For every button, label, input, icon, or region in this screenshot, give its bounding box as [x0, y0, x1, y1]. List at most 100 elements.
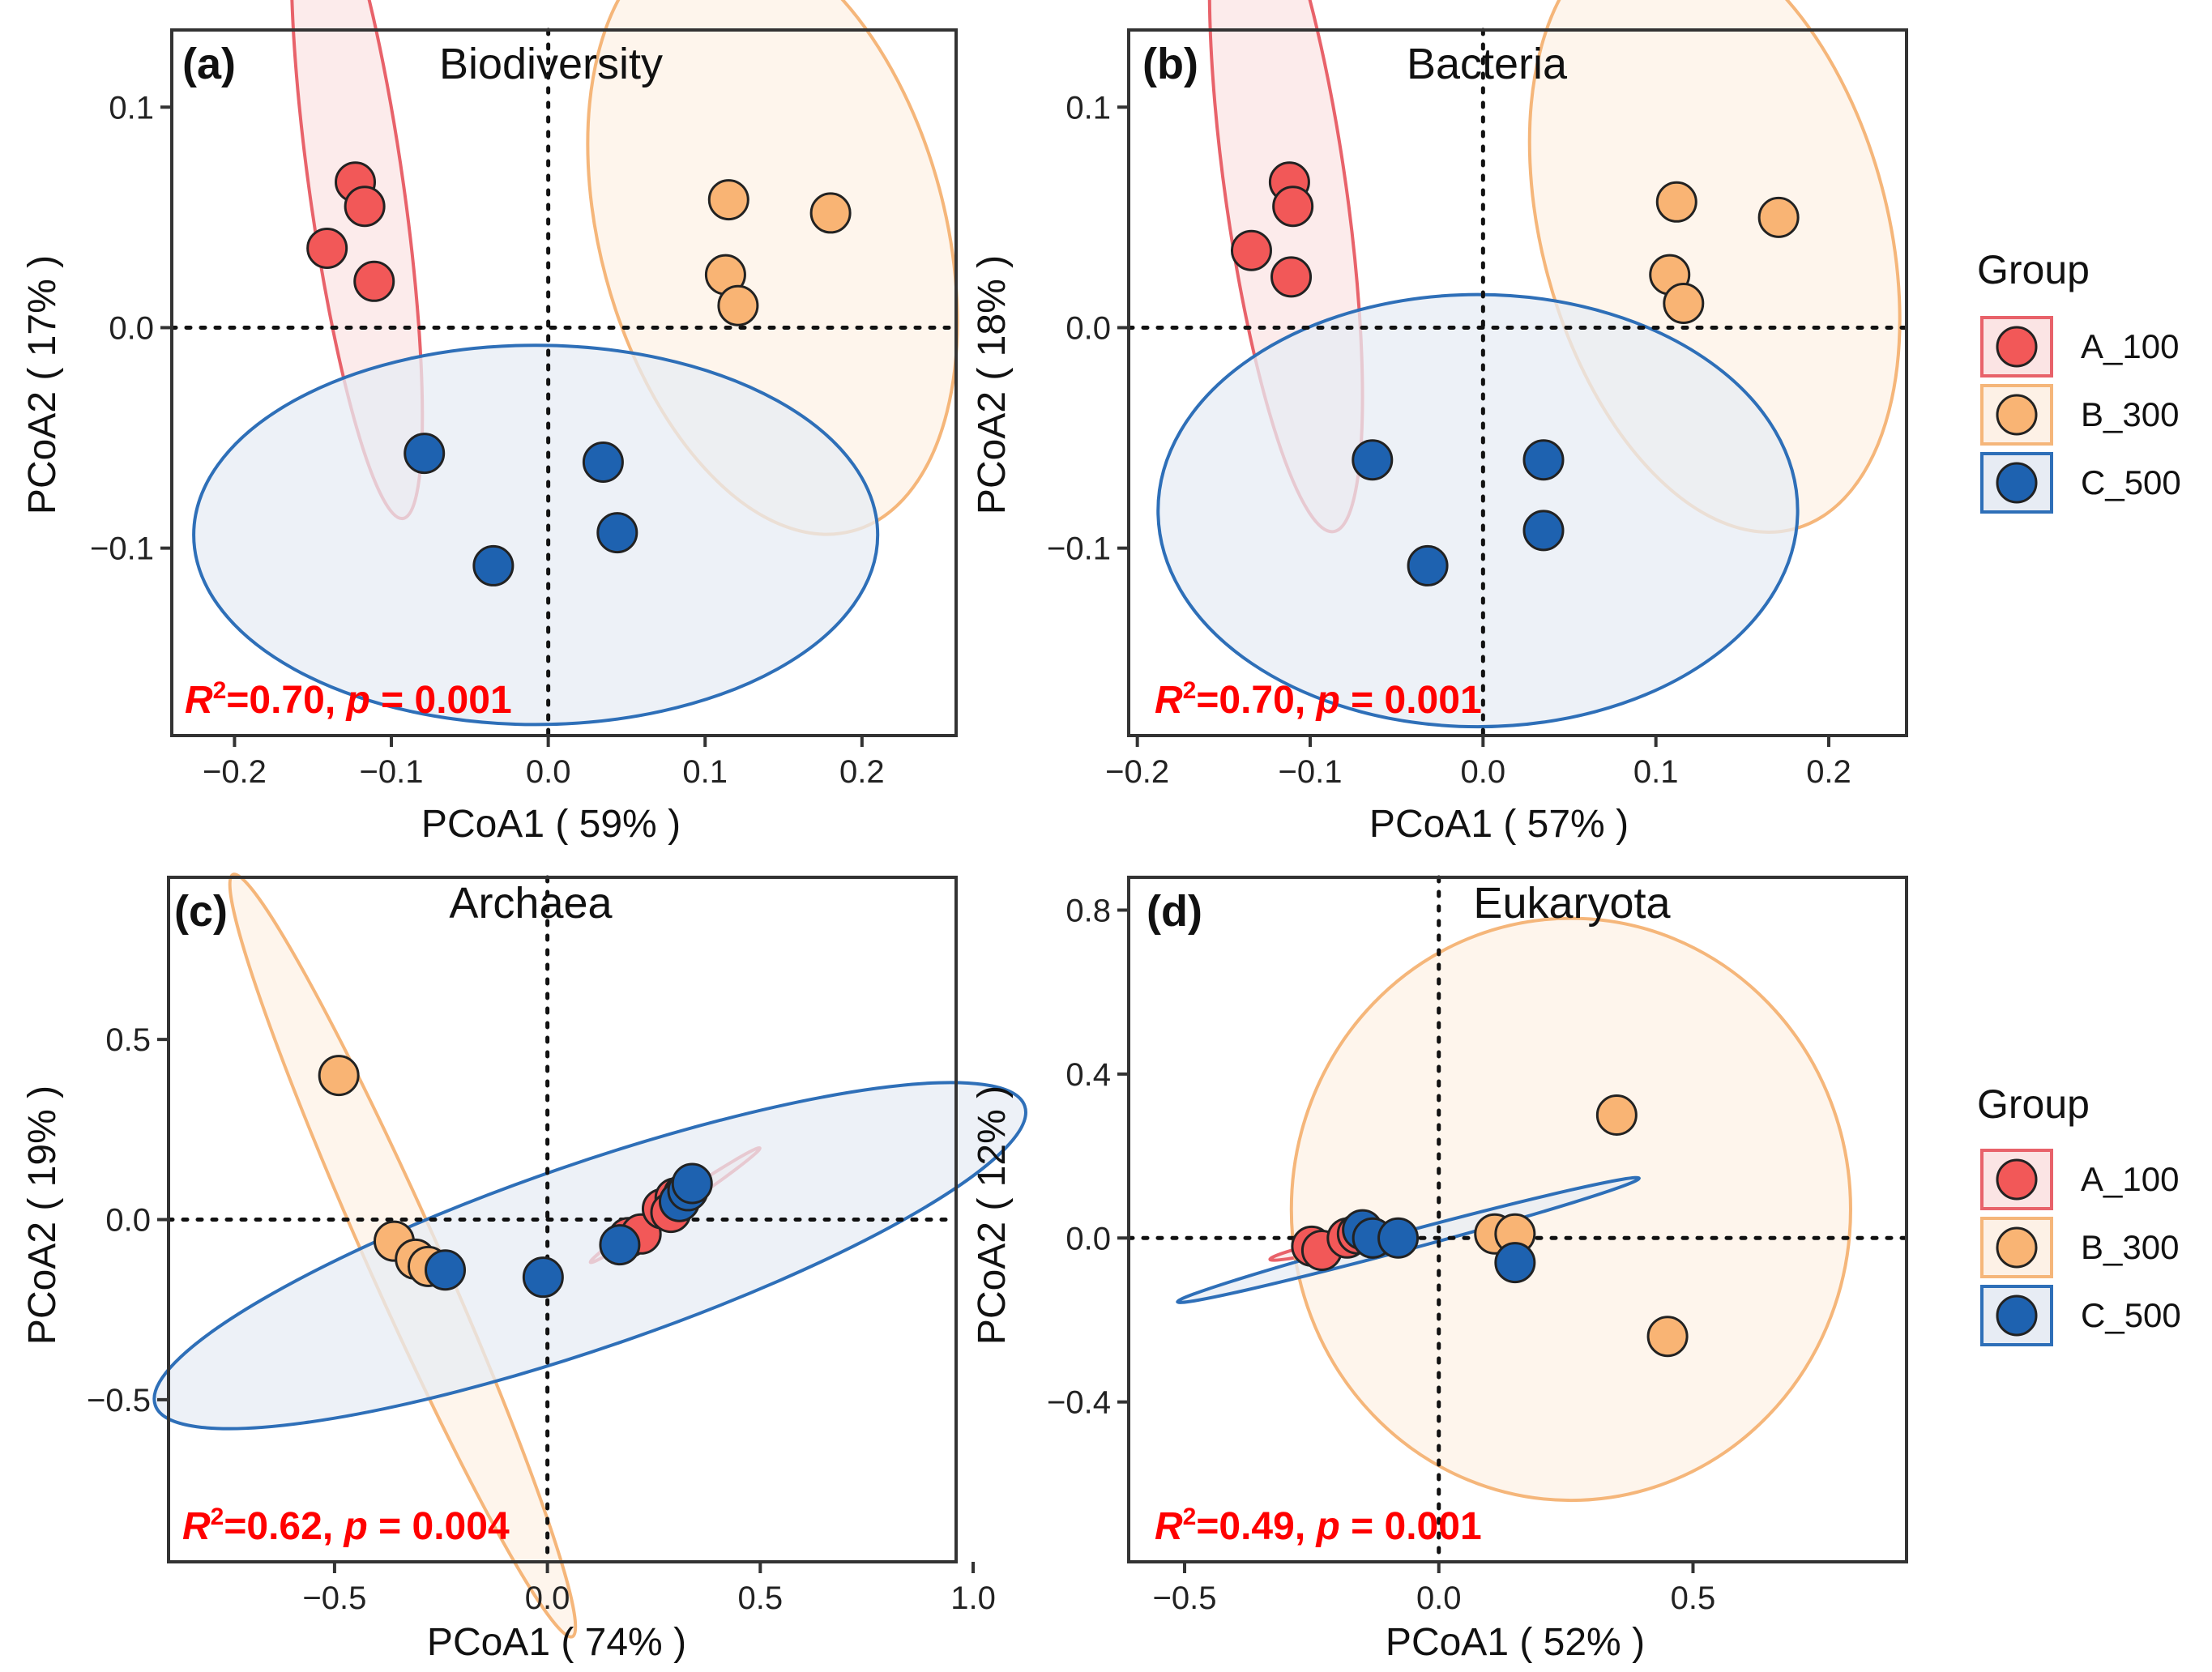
data-point-c-500: [1407, 544, 1449, 586]
plot-area: −0.2 −0.1 0.0 0.1 0.2 −0.1 0.0 0.1: [90, 0, 959, 790]
x-axis-title: PCoA1 ( 57% ): [1369, 803, 1629, 846]
x-tick-label: 0.5: [738, 1580, 784, 1616]
x-tick-label: 0.2: [839, 754, 885, 790]
legend-bottom: Group A_100 B_300 C_500: [1977, 1081, 2181, 1346]
legend-top: Group A_100 B_300 C_500: [1977, 247, 2181, 514]
y-axis-title: PCoA2 ( 19% ): [21, 1086, 64, 1345]
data-point-c-500: [1377, 1217, 1420, 1259]
x-tick-label: 1.0: [950, 1580, 996, 1616]
y-tick-label: 0.1: [1065, 90, 1111, 126]
x-tick-label: 0.2: [1806, 754, 1851, 790]
data-point-a-100: [1270, 256, 1313, 298]
x-tick-label: 0.1: [1633, 754, 1679, 790]
x-tick-label: 0.1: [682, 754, 728, 790]
legend-label: C_500: [2081, 1296, 2181, 1334]
legend-marker: [1996, 462, 2038, 504]
plot-area: −0.5 0.0 0.5 1.0 −0.5 0.0 0.5: [87, 872, 1027, 1639]
data-point-b-300: [1595, 1094, 1638, 1136]
y-tick-label: 0.0: [1065, 310, 1111, 346]
y-tick-label: −0.5: [87, 1383, 151, 1418]
data-point-c-500: [1522, 439, 1565, 481]
x-axis-title: PCoA1 ( 59% ): [421, 803, 681, 846]
data-point-a-100: [306, 227, 348, 269]
legend-title: Group: [1977, 1081, 2090, 1127]
data-point-c-500: [1352, 439, 1394, 481]
x-axis-title: PCoA1 ( 52% ): [1386, 1621, 1645, 1664]
data-point-c-500: [599, 1224, 641, 1266]
plot-frame: [1127, 28, 1908, 737]
y-tick-label: 0.0: [109, 310, 154, 346]
data-point-a-100: [1272, 186, 1314, 228]
legend-item-c-500: C_500: [1980, 452, 2181, 514]
y-tick-label: 0.8: [1065, 893, 1111, 928]
stat-annotation: R2=0.70, p = 0.001: [1155, 677, 1482, 722]
legend-marker: [1996, 1158, 2038, 1201]
legend-title: Group: [1977, 247, 2090, 292]
plot-frame: [170, 28, 958, 737]
data-point-c-500: [596, 512, 638, 554]
x-tick-label: 0.0: [526, 754, 571, 790]
legend-marker: [1996, 326, 2038, 368]
panel-title: Biodiversity: [439, 40, 663, 88]
x-tick-label: −0.2: [203, 754, 267, 790]
panel-label: (d): [1147, 887, 1202, 936]
panel-d-eukaryota: −0.5 0.0 0.5 −0.4 0.0 0.4 0.8 (d) Eukaryota PC…: [971, 875, 1909, 1664]
data-point-c-500: [425, 1249, 467, 1291]
data-point-c-500: [1494, 1242, 1536, 1284]
y-tick-label: 0.0: [1065, 1221, 1111, 1256]
x-tick-label: −0.5: [302, 1580, 366, 1616]
confidence-ellipse-b-300: [1289, 916, 1852, 1503]
data-point-a-100: [344, 186, 386, 228]
x-tick-label: 0.0: [525, 1580, 570, 1616]
x-axis-title: PCoA1 ( 74% ): [427, 1621, 686, 1664]
data-point-b-300: [1655, 181, 1697, 223]
data-point-a-100: [353, 260, 395, 302]
legend-item-b-300: B_300: [1980, 384, 2179, 446]
legend-label: B_300: [2081, 1228, 2179, 1266]
y-axis-title: PCoA2 ( 12% ): [971, 1086, 1014, 1345]
data-point-b-300: [318, 1055, 360, 1097]
x-tick-label: 0.5: [1671, 1580, 1716, 1616]
data-point-b-300: [707, 179, 749, 221]
data-point-c-500: [582, 441, 624, 483]
legend-marker: [1996, 394, 2038, 436]
plot-frame: [1127, 876, 1908, 1563]
legend-label: A_100: [2081, 1160, 2179, 1198]
legend-item-c-500: C_500: [1980, 1285, 2181, 1346]
data-point-c-500: [671, 1162, 713, 1205]
y-axis-title: PCoA2 ( 18% ): [971, 255, 1014, 514]
panel-label: (c): [174, 887, 228, 936]
legend-label: B_300: [2081, 395, 2179, 433]
confidence-ellipse-c-500: [1156, 292, 1800, 729]
legend-marker: [1996, 1226, 2038, 1269]
data-point-b-300: [1663, 283, 1705, 325]
plot-area: −0.2 −0.1 0.0 0.1 0.2 −0.1 0.0 0.1: [1047, 0, 1909, 790]
data-point-b-300: [717, 284, 759, 326]
data-point-c-500: [404, 433, 446, 475]
y-tick-label: −0.1: [90, 531, 154, 567]
stat-annotation: R2=0.62, p = 0.004: [182, 1504, 510, 1548]
x-tick-label: −0.2: [1105, 754, 1169, 790]
data-point-c-500: [522, 1256, 564, 1299]
panel-label: (a): [182, 40, 236, 88]
y-tick-label: −0.4: [1047, 1385, 1111, 1421]
data-point-c-500: [472, 544, 515, 586]
plot-area: −0.5 0.0 0.5 −0.4 0.0 0.4 0.8: [1047, 875, 1909, 1616]
y-tick-label: 0.5: [105, 1022, 151, 1058]
panel-title: Eukaryota: [1473, 879, 1671, 928]
x-tick-label: 0.0: [1416, 1580, 1462, 1616]
legend-item-b-300: B_300: [1980, 1217, 2179, 1278]
legend-item-a-100: A_100: [1980, 1149, 2179, 1210]
x-tick-label: −0.1: [1279, 754, 1343, 790]
legend-marker: [1996, 1295, 2038, 1337]
data-point-b-300: [809, 192, 852, 234]
stat-annotation: R2=0.70, p = 0.001: [185, 677, 512, 722]
legend-item-a-100: A_100: [1980, 316, 2179, 377]
x-tick-label: −0.5: [1153, 1580, 1217, 1616]
panel-title: Bacteria: [1407, 40, 1568, 88]
stat-annotation: R2=0.49, p = 0.001: [1155, 1504, 1482, 1548]
x-tick-label: −0.1: [360, 754, 424, 790]
data-point-b-300: [1757, 196, 1800, 238]
panel-c-archaea: −0.5 0.0 0.5 1.0 −0.5 0.0 0.5 (c) Archaea PCoA…: [21, 872, 1027, 1664]
